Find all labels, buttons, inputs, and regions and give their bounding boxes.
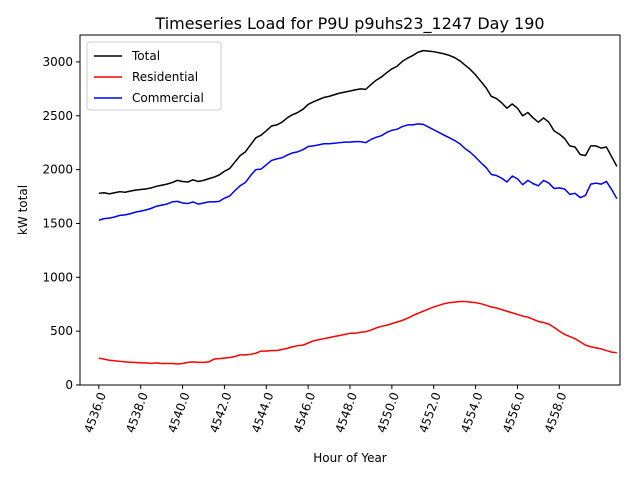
legend-box (86, 41, 222, 111)
y-tick-label: 3000 (42, 55, 73, 69)
series-line-residential (98, 300, 617, 365)
y-axis-label: kW total (16, 185, 30, 235)
series-line-commercial (98, 123, 618, 221)
y-tick-label: 2000 (42, 163, 73, 177)
series-line-total (98, 49, 618, 195)
y-tick-label: 1500 (42, 216, 73, 230)
x-axis-label: Hour of Year (313, 451, 387, 465)
legend: Total Residential Commercial (86, 41, 222, 111)
chart-title: Timeseries Load for P9U p9uhs23_1247 Day… (154, 14, 544, 34)
y-tick-label: 2500 (42, 109, 73, 123)
plot-area (79, 34, 621, 386)
y-tick-label: 0 (65, 378, 73, 392)
y-tick-label: 1000 (42, 270, 73, 284)
legend-label-total: Total (131, 49, 160, 63)
legend-label-commercial: Commercial (132, 91, 204, 105)
series-layer (98, 49, 618, 365)
y-tick-label: 500 (50, 324, 73, 338)
legend-label-residential: Residential (132, 70, 198, 84)
y-axis-ticks: 0 500 1000 1500 2000 2500 3000 (42, 55, 80, 392)
legend-items: Total Residential Commercial (94, 49, 204, 105)
